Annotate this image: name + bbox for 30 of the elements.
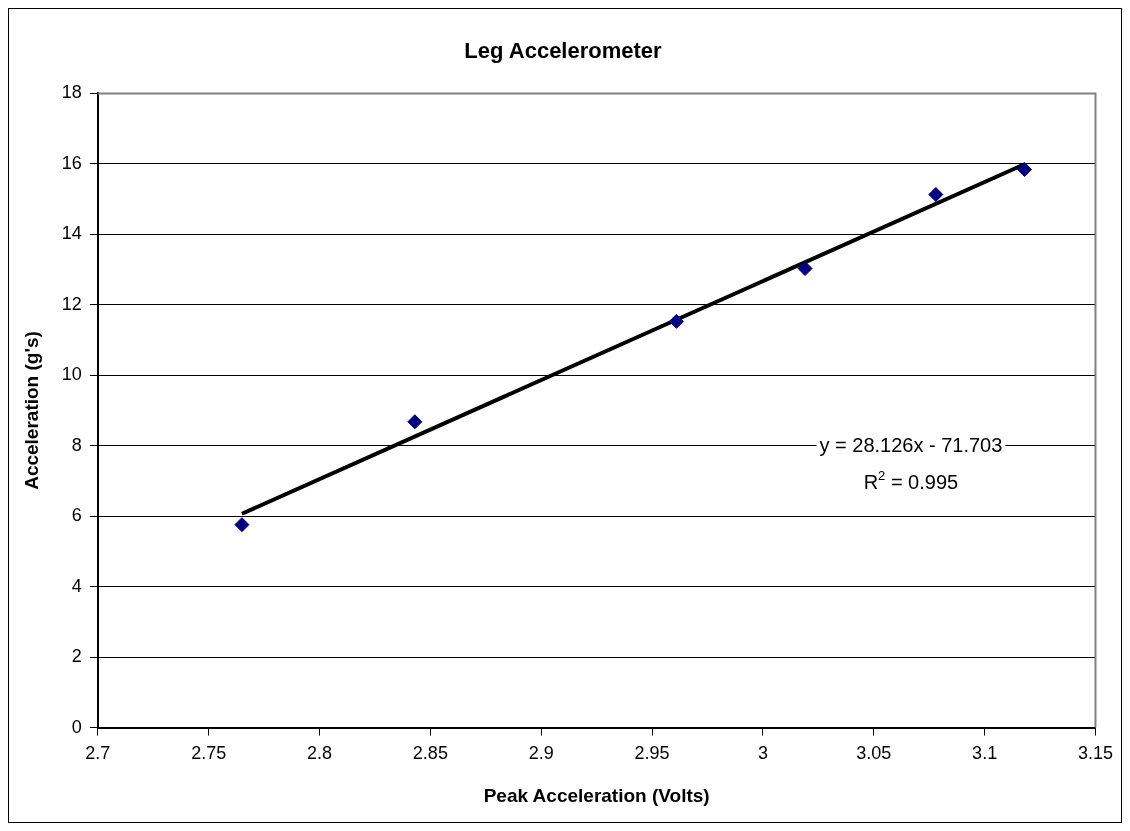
x-tick-label: 2.85: [412, 743, 448, 764]
y-tick-label: 8: [71, 434, 82, 455]
x-tick-label: 2.95: [634, 743, 670, 764]
y-tick-label: 10: [61, 364, 82, 385]
y-axis-title: Acceleration (g's): [20, 331, 42, 490]
annotation: y = 28.126x - 71.703: [819, 433, 1003, 456]
x-tick-label: 2.8: [307, 743, 333, 764]
x-tick-label: 2.9: [528, 743, 554, 764]
y-tick-label: 14: [61, 223, 82, 244]
point: [668, 313, 684, 329]
y-tick-label: 4: [71, 575, 82, 596]
x-tick-label: 3.1: [972, 743, 998, 764]
x-tick-label: 3: [757, 743, 768, 764]
y-tick-label: 18: [61, 82, 82, 103]
point: [407, 414, 423, 430]
point: [797, 261, 813, 277]
y-tick-label: 6: [71, 505, 82, 526]
y-tick-label: 0: [71, 716, 82, 737]
x-tick-label: 2.75: [191, 743, 227, 764]
point: [928, 187, 944, 203]
x-tick-label: 3.05: [856, 743, 892, 764]
y-tick-label: 12: [61, 293, 82, 314]
chart-title: Leg Accelerometer: [464, 38, 663, 64]
x-axis-title: Peak Acceleration (Volts): [483, 784, 710, 806]
point: [1017, 162, 1033, 177]
x-tick-label: 3.15: [1077, 743, 1114, 764]
y-tick-label: 16: [61, 152, 82, 173]
point: [234, 517, 250, 533]
y-tick-label: 2: [71, 646, 82, 667]
x-tick-label: 2.7: [85, 743, 111, 764]
